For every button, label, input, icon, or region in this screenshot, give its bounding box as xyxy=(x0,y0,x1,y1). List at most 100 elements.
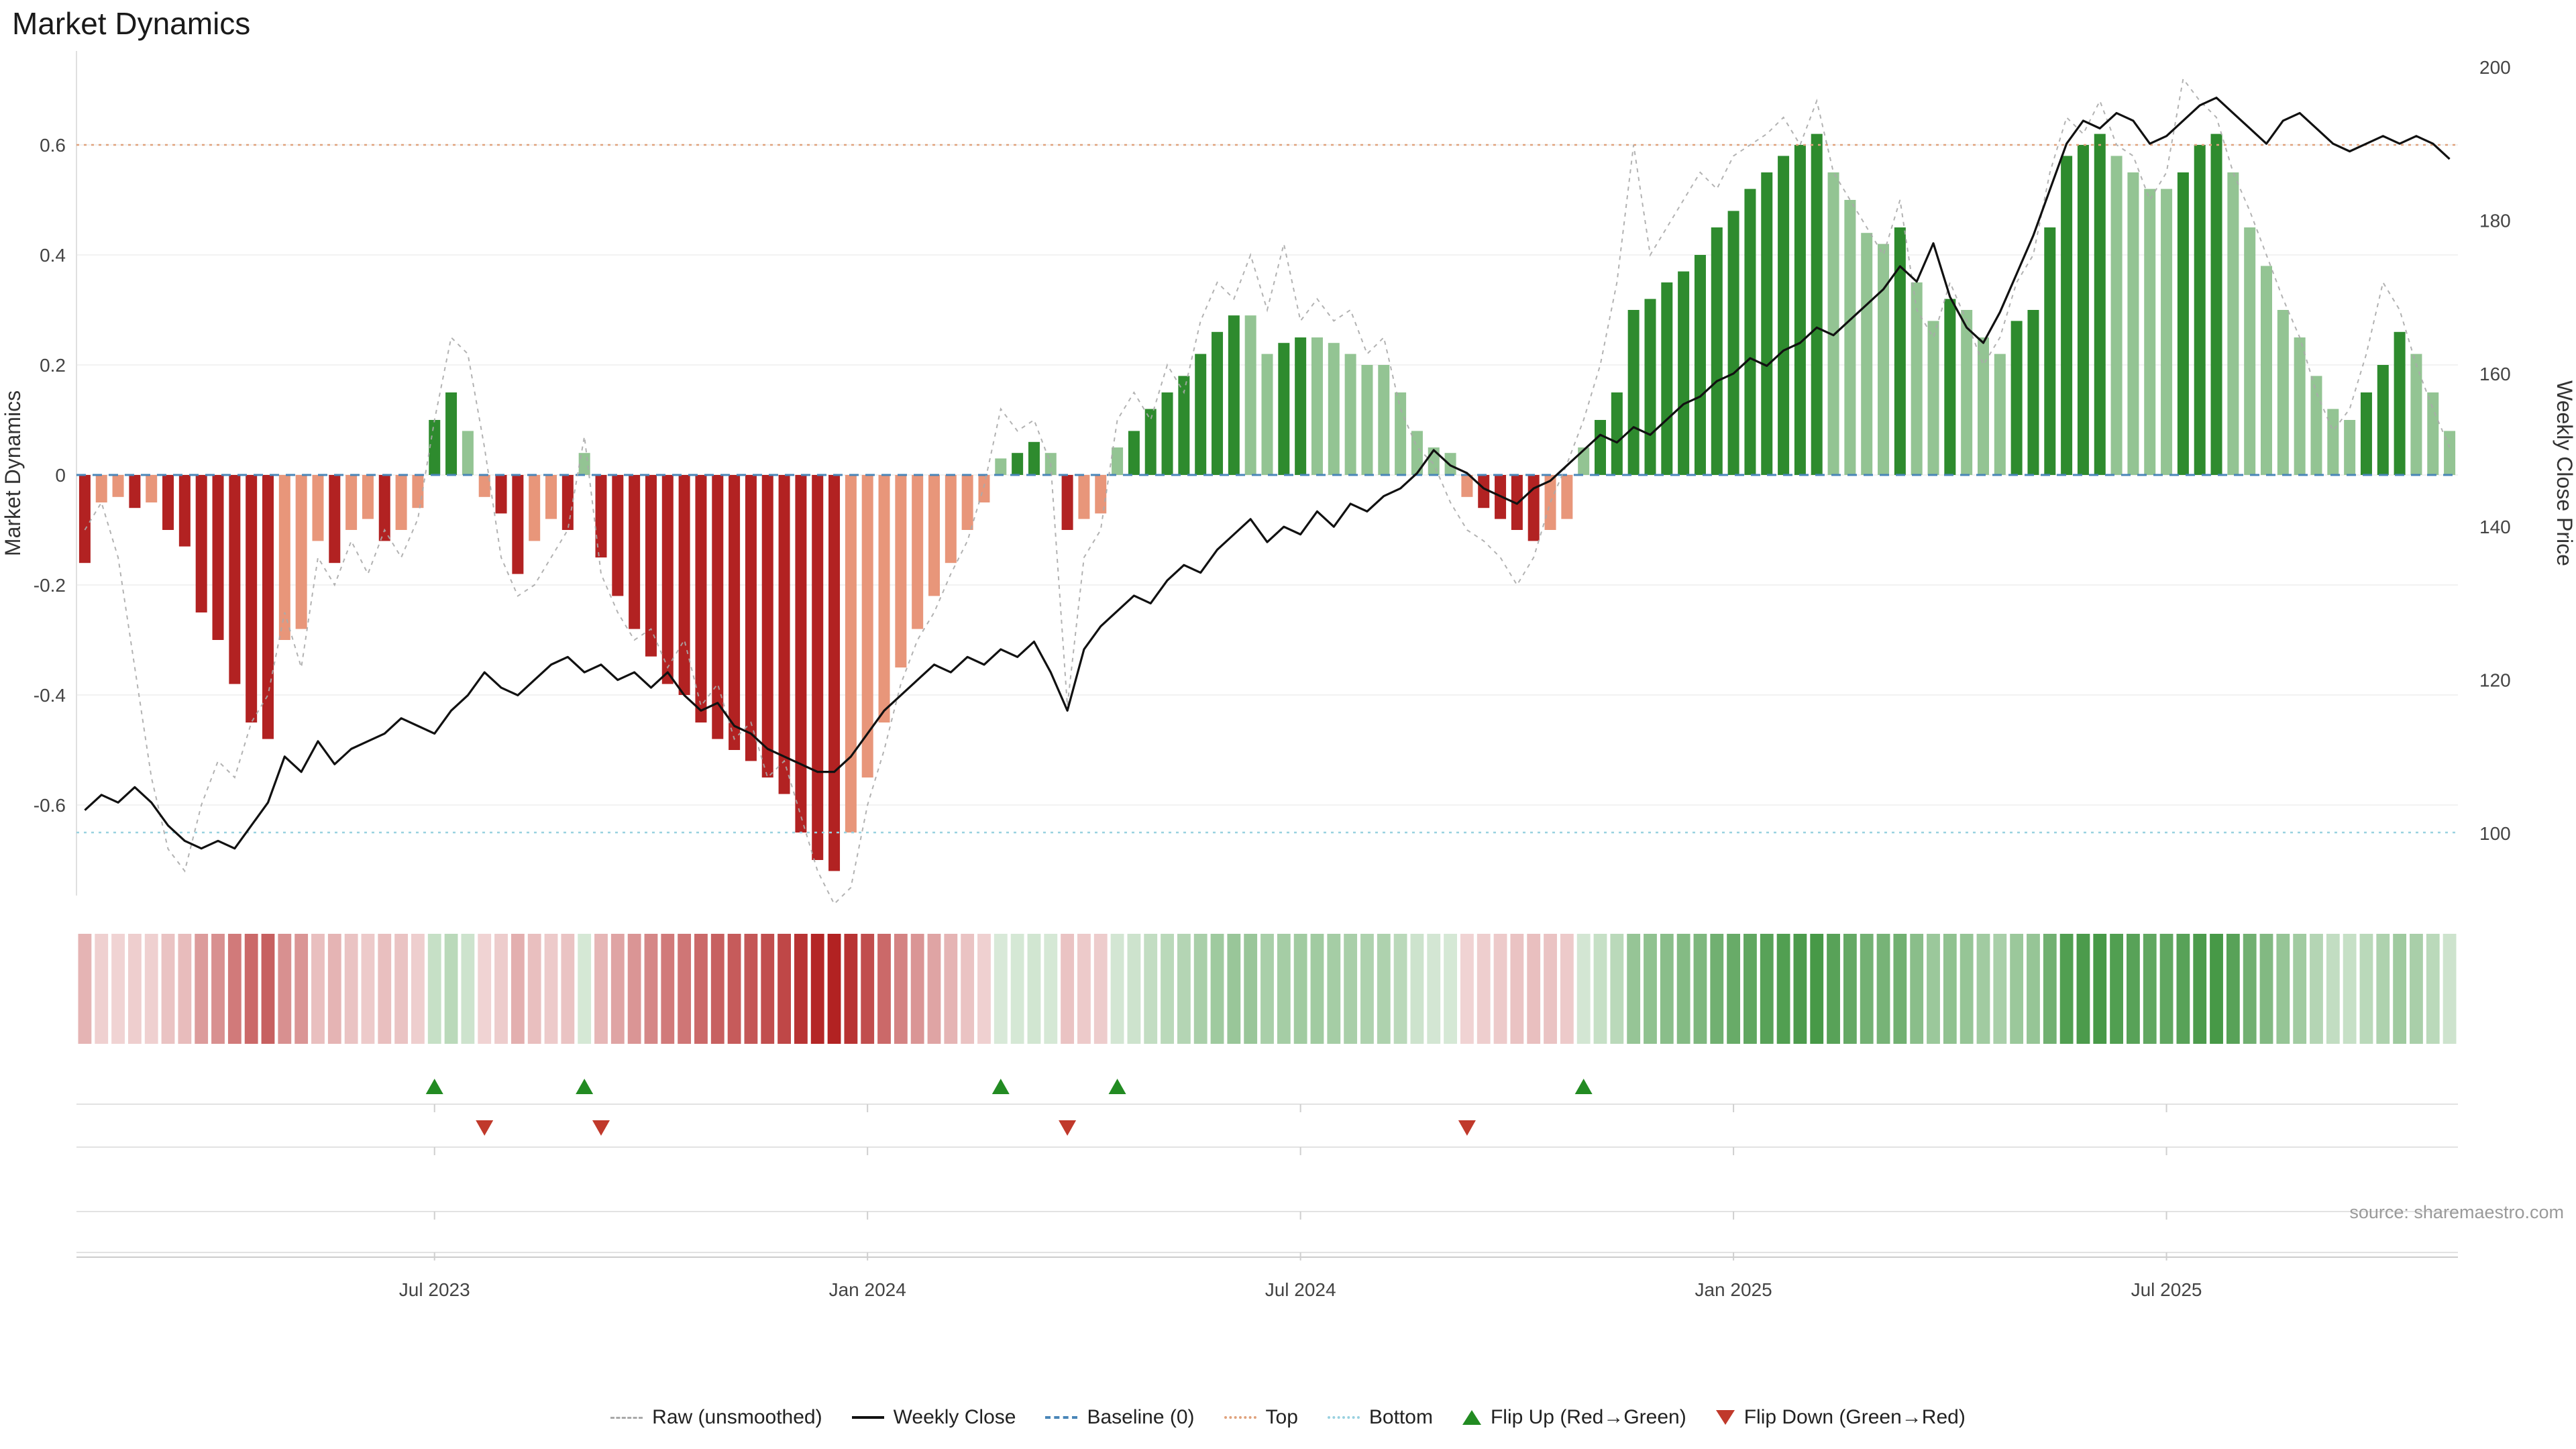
bar xyxy=(2227,172,2239,475)
y-tick-label-left: -0.6 xyxy=(34,795,66,816)
heatmap-cell xyxy=(2443,934,2457,1044)
heatmap-cell xyxy=(1377,934,1391,1044)
heatmap-cell xyxy=(2126,934,2140,1044)
heatmap-cell xyxy=(1360,934,1374,1044)
bar xyxy=(445,392,458,475)
legend-label: Flip Up (Red→Green) xyxy=(1490,1406,1686,1428)
bar xyxy=(2127,172,2139,475)
heatmap-cell xyxy=(1044,934,1058,1044)
bar xyxy=(978,475,990,502)
dashblue-legend-icon xyxy=(1045,1416,1078,1419)
bar xyxy=(2444,431,2456,475)
flip-up-marker xyxy=(1574,1079,1593,1094)
heatmap-cell xyxy=(678,934,692,1044)
heatmap-cell xyxy=(594,934,608,1044)
heatmap-cell xyxy=(2226,934,2240,1044)
bar xyxy=(1478,475,1490,508)
heatmap-cell xyxy=(1344,934,1358,1044)
bar xyxy=(661,475,674,684)
bar xyxy=(928,475,940,596)
heatmap-cell xyxy=(2176,934,2190,1044)
heatmap-cell xyxy=(1660,934,1674,1044)
bar xyxy=(612,475,624,596)
heatmap-cell xyxy=(2027,934,2040,1044)
heatmap-cell xyxy=(1061,934,1075,1044)
bar xyxy=(1361,365,1373,475)
flip-down-marker xyxy=(1059,1120,1077,1136)
bar xyxy=(1894,227,1906,475)
dotcyan-legend-icon xyxy=(1327,1416,1360,1419)
bar xyxy=(529,475,541,541)
heatmap-cell xyxy=(1410,934,1424,1044)
heatmap-cell xyxy=(1010,934,1024,1044)
bar xyxy=(146,475,158,502)
bar xyxy=(2360,392,2372,475)
bar xyxy=(1061,475,1073,530)
heatmap-cell xyxy=(1760,934,1774,1044)
bar xyxy=(1727,211,1739,475)
heatmap-cell xyxy=(644,934,658,1044)
heatmap-cell xyxy=(244,934,258,1044)
heatmap-cell xyxy=(1976,934,1990,1044)
legend-label: Baseline (0) xyxy=(1087,1406,1195,1428)
heatmap-cell xyxy=(2159,934,2174,1044)
heatmap-cell xyxy=(810,934,824,1044)
heatmap-cell xyxy=(195,934,209,1044)
heatmap-cell xyxy=(1327,934,1341,1044)
heatmap-cell xyxy=(1093,934,1108,1044)
bar xyxy=(1278,343,1290,475)
bar xyxy=(378,475,390,541)
heatmap-cell xyxy=(994,934,1008,1044)
legend-item-1: Weekly Close xyxy=(851,1406,1016,1429)
bar xyxy=(1977,337,1989,475)
bar xyxy=(1811,133,1823,475)
bar xyxy=(1678,271,1690,475)
heatmap-cell xyxy=(661,934,675,1044)
heatmap-cell xyxy=(95,934,109,1044)
legend-item-3: Top xyxy=(1224,1406,1298,1429)
bar xyxy=(812,475,824,860)
heatmap-cell xyxy=(427,934,441,1044)
bar xyxy=(1595,420,1607,475)
x-tick-label: Jan 2024 xyxy=(829,1279,906,1300)
bar xyxy=(1112,447,1124,475)
bar xyxy=(2427,392,2439,475)
heatmap-cell xyxy=(494,934,508,1044)
flip-down-marker xyxy=(1458,1120,1476,1136)
heatmap-cell xyxy=(1627,934,1641,1044)
heatmap-cell xyxy=(1810,934,1824,1044)
heatmap-cell xyxy=(1127,934,1141,1044)
bar xyxy=(845,475,857,833)
bar xyxy=(2410,354,2422,475)
bar xyxy=(1561,475,1573,519)
bar xyxy=(561,475,574,530)
flip-up-marker xyxy=(576,1079,594,1094)
bar xyxy=(278,475,290,640)
y-tick-label-left: 0.2 xyxy=(40,355,66,376)
bar xyxy=(1661,282,1673,475)
x-tick-label: Jul 2024 xyxy=(1265,1279,1336,1300)
heatmap-cell xyxy=(561,934,575,1044)
heatmap-cell xyxy=(2343,934,2357,1044)
heatmap-cell xyxy=(394,934,409,1044)
bar xyxy=(1794,145,1806,475)
bar xyxy=(2277,310,2289,475)
heatmap-cell xyxy=(2393,934,2407,1044)
bar xyxy=(1212,331,1224,475)
heatmap-cell xyxy=(2093,934,2107,1044)
heatmap-cell xyxy=(2276,934,2290,1044)
heatmap-cell xyxy=(2143,934,2157,1044)
bar xyxy=(2094,133,2106,475)
heatmap-cell xyxy=(1227,934,1241,1044)
bar xyxy=(878,475,890,722)
heatmap-cell xyxy=(1510,934,1524,1044)
heatmap-cell xyxy=(1310,934,1324,1044)
heatmap-cell xyxy=(1576,934,1591,1044)
bar xyxy=(2044,227,2056,475)
flip-down-marker xyxy=(592,1120,610,1136)
bar xyxy=(1527,475,1540,541)
heatmap-cell xyxy=(1943,934,1957,1044)
heatmap-cell xyxy=(2010,934,2024,1044)
bar xyxy=(2010,321,2023,475)
heatmap-cell xyxy=(1444,934,1457,1044)
